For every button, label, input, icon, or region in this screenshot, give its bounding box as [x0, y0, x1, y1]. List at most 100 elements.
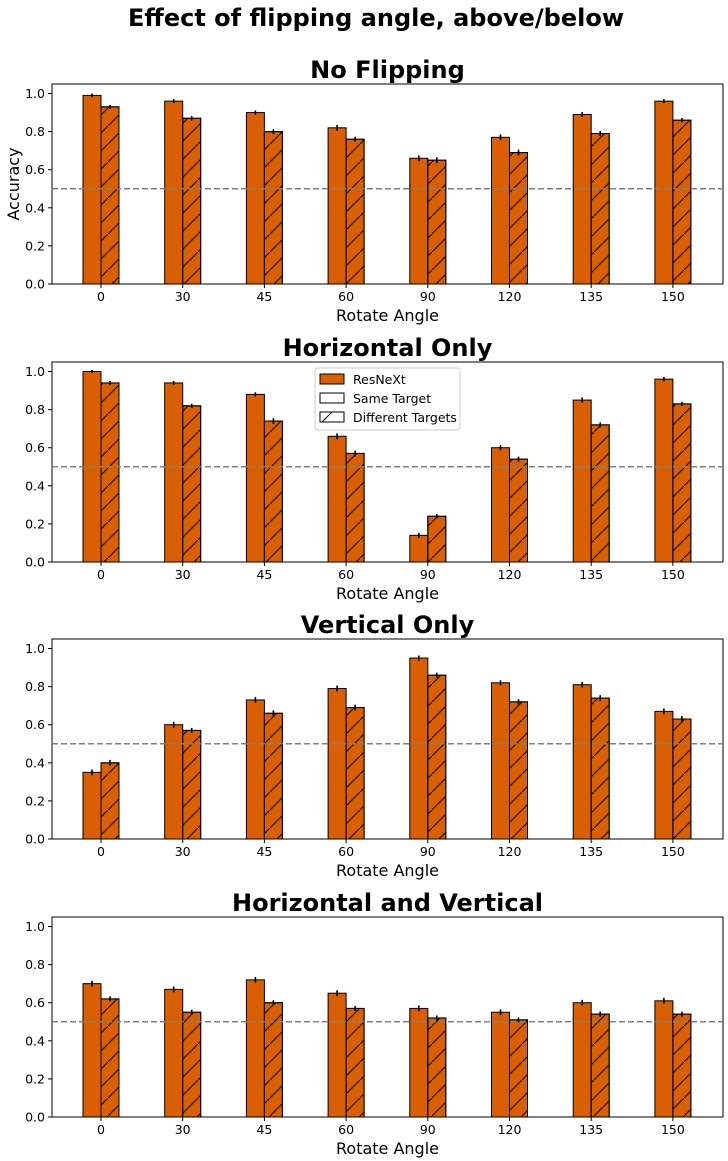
y-tick-label: 0.2 — [25, 238, 45, 253]
y-tick-label: 0.0 — [25, 832, 45, 847]
bar-same-target — [245, 699, 265, 840]
x-tick-label: 0 — [97, 289, 105, 304]
x-tick-label: 60 — [338, 1122, 354, 1137]
bar-hatch — [182, 1011, 202, 1118]
legend: ResNeXt Same Target Different Targets — [314, 367, 461, 431]
y-tick-label: 0.4 — [25, 1033, 45, 1048]
bar-same-target — [327, 435, 347, 563]
x-axis-label: Rotate Angle — [336, 861, 439, 880]
legend-swatch — [319, 392, 345, 404]
x-tick-label: 135 — [579, 1122, 603, 1137]
x-tick-label: 30 — [175, 1122, 191, 1137]
chart-panel: No Flipping 0.0 0.2 0.4 0.6 0.8 1.0 0 30 45 60 90 12… — [4, 56, 724, 325]
bar-hatch — [345, 452, 365, 563]
bar-same-target — [491, 1011, 510, 1118]
bar-hatch — [427, 674, 447, 840]
bar-same-target — [654, 710, 674, 840]
y-tick-label: 1.0 — [25, 86, 45, 101]
chart-panel: Vertical Only 0.0 0.2 0.4 0.6 0.8 1.0 0 30 45 60 90… — [25, 611, 724, 880]
chart-panel: Horizontal and Vertical 0.0 0.2 0.4 0.6 0.8 1.… — [25, 889, 724, 1158]
y-tick-label: 0.4 — [25, 755, 45, 770]
y-tick-label: 1.0 — [25, 641, 45, 656]
x-tick-label: 90 — [420, 1122, 436, 1137]
x-tick-label: 45 — [256, 1122, 272, 1137]
y-tick-label: 0.8 — [25, 957, 45, 972]
bar-same-target — [654, 1000, 674, 1118]
y-tick-label: 0.4 — [25, 200, 45, 215]
panel-title: Horizontal and Vertical — [232, 889, 543, 917]
y-tick-label: 0.6 — [25, 995, 45, 1010]
bar-hatch — [672, 403, 692, 563]
x-tick-label: 60 — [338, 289, 354, 304]
bar-same-target — [409, 157, 429, 285]
bar-hatch — [672, 1013, 692, 1118]
y-tick-label: 0.0 — [25, 1110, 45, 1125]
y-tick-label: 0.6 — [25, 440, 45, 455]
bar-same-target — [164, 100, 184, 285]
x-tick-label: 120 — [498, 567, 522, 582]
bar-same-target — [491, 447, 510, 563]
bar-same-target — [327, 127, 347, 285]
x-tick-label: 45 — [256, 844, 272, 859]
y-tick-label: 0.2 — [25, 516, 45, 531]
x-tick-label: 0 — [97, 844, 105, 859]
bar-same-target — [245, 112, 265, 285]
y-tick-label: 0.2 — [25, 793, 45, 808]
bar-hatch — [345, 707, 365, 840]
bar-hatch — [509, 152, 528, 285]
x-tick-label: 30 — [175, 844, 191, 859]
y-tick-label: 0.0 — [25, 277, 45, 292]
bar-same-target — [164, 724, 184, 840]
bar-hatch — [509, 1019, 528, 1118]
bar-hatch — [427, 515, 447, 563]
bar-hatch — [100, 762, 120, 840]
panel-title: Horizontal Only — [283, 334, 493, 362]
y-tick-label: 0.0 — [25, 555, 45, 570]
bar-hatch — [263, 1002, 283, 1118]
y-tick-label: 0.4 — [25, 478, 45, 493]
bar-same-target — [327, 992, 347, 1118]
bar-hatch — [672, 119, 692, 285]
bar-same-target — [572, 399, 592, 563]
x-tick-label: 30 — [175, 567, 191, 582]
x-tick-label: 135 — [579, 289, 603, 304]
plot-frame — [51, 83, 724, 285]
y-tick-label: 0.8 — [25, 402, 45, 417]
x-tick-label: 0 — [97, 567, 105, 582]
bar-hatch — [590, 424, 610, 563]
x-tick-label: 30 — [175, 289, 191, 304]
bar-same-target — [409, 657, 429, 840]
y-tick-label: 0.6 — [25, 162, 45, 177]
bar-hatch — [182, 729, 202, 840]
bar-hatch — [100, 382, 120, 563]
panel-title: Vertical Only — [301, 611, 475, 639]
panel-title: No Flipping — [310, 56, 465, 84]
x-tick-label: 150 — [661, 289, 685, 304]
bar-same-target — [491, 682, 510, 840]
legend-hatch-mark — [321, 411, 333, 423]
y-axis-label: Accuracy — [4, 147, 23, 220]
x-tick-label: 60 — [338, 567, 354, 582]
x-tick-label: 150 — [661, 567, 685, 582]
x-tick-label: 45 — [256, 567, 272, 582]
bar-same-target — [245, 393, 265, 563]
bar-hatch — [263, 131, 283, 285]
bar-same-target — [572, 1002, 592, 1118]
x-tick-label: 90 — [420, 289, 436, 304]
x-tick-label: 120 — [498, 844, 522, 859]
bar-hatch — [509, 701, 528, 840]
y-tick-label: 1.0 — [25, 919, 45, 934]
plot-frame — [51, 916, 724, 1118]
bar-same-target — [409, 1007, 429, 1118]
x-tick-label: 0 — [97, 1122, 105, 1137]
bar-hatch — [345, 1007, 365, 1118]
bar-hatch — [263, 420, 283, 563]
x-axis-label: Rotate Angle — [336, 1139, 439, 1158]
y-tick-label: 0.8 — [25, 679, 45, 694]
bar-same-target — [82, 771, 102, 840]
bar-hatch — [345, 138, 365, 285]
x-tick-label: 150 — [661, 844, 685, 859]
legend-label: ResNeXt — [353, 372, 406, 387]
legend-label: Different Targets — [353, 410, 457, 425]
